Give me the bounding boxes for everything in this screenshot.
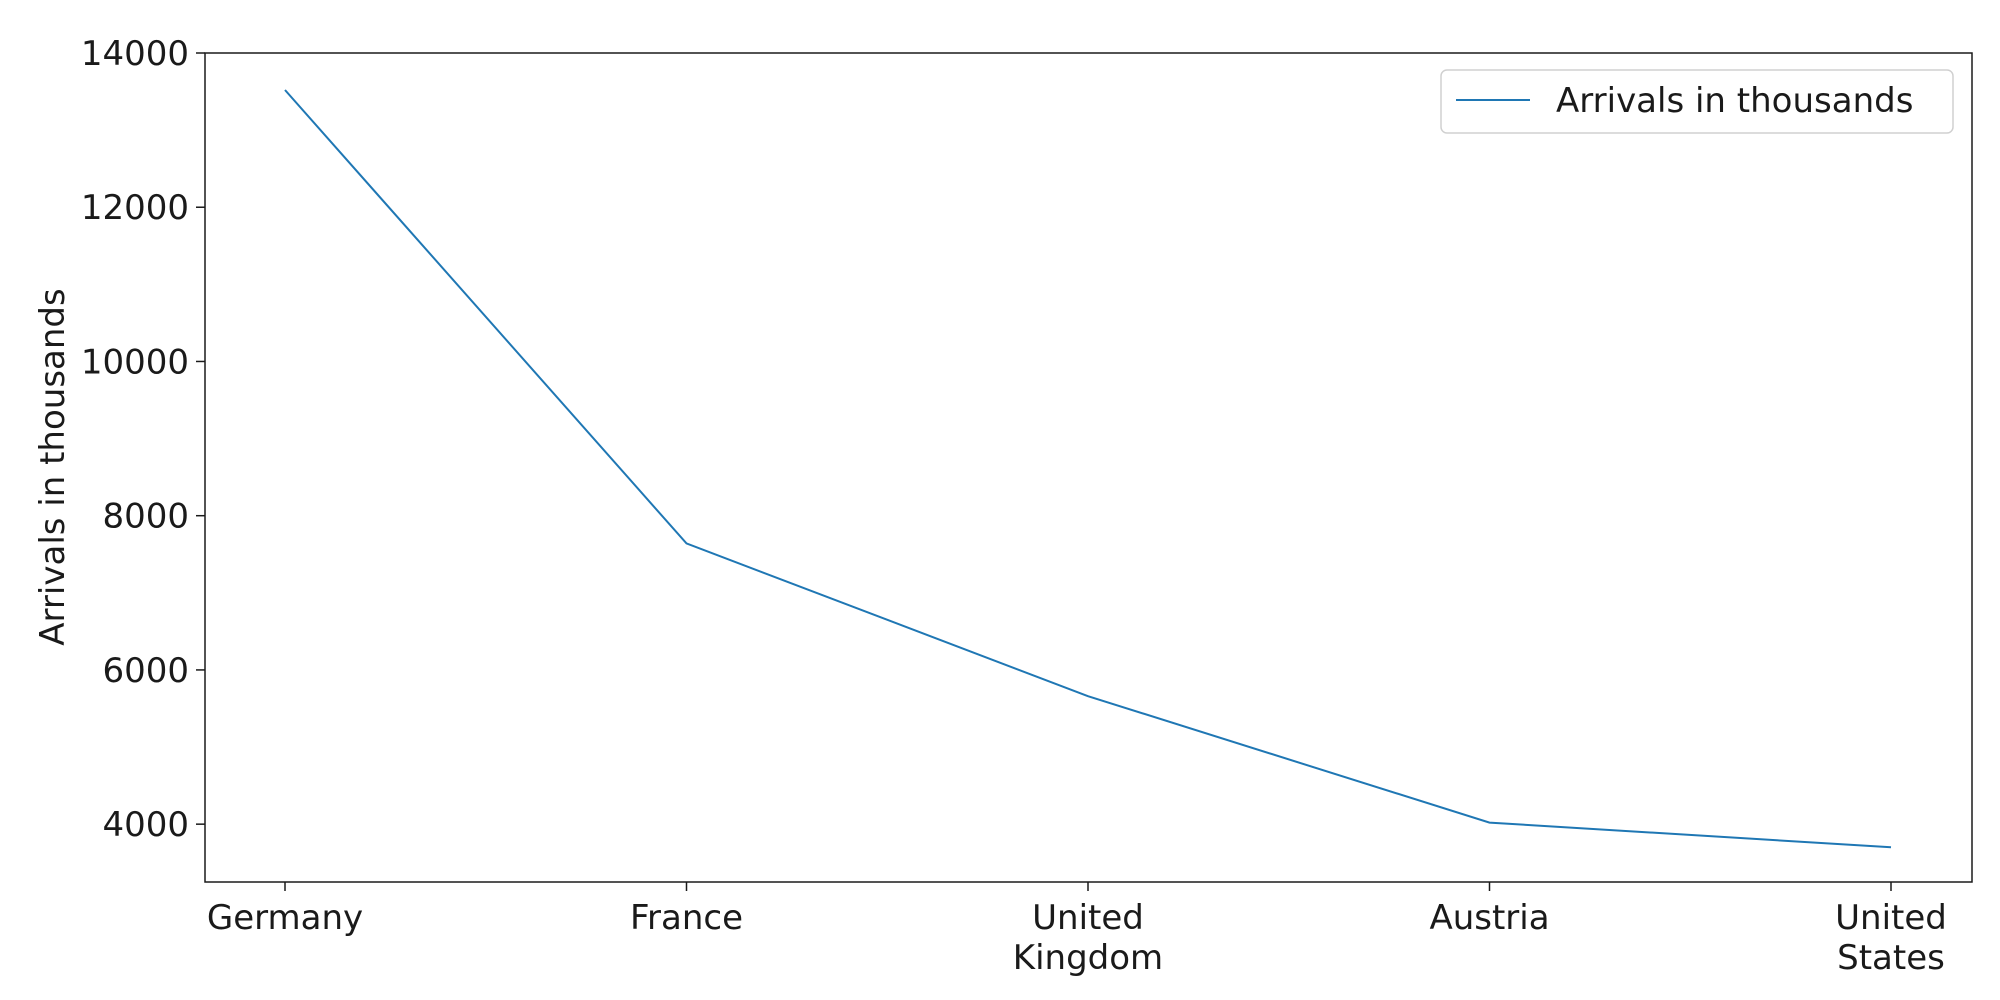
legend-box — [1440, 69, 1954, 134]
x-tick-label-line: Austria — [1429, 898, 1549, 938]
x-tick-label-line: States — [1837, 938, 1945, 978]
x-tick-label: France — [630, 898, 743, 938]
x-tick-label: Germany — [207, 898, 363, 938]
legend: Arrivals in thousands — [1440, 69, 1954, 134]
x-tick-label: United Kingdom — [1013, 898, 1163, 978]
y-tick-label: 6000 — [102, 651, 189, 691]
x-tick-label-line: Kingdom — [1013, 938, 1163, 978]
x-tick-label: Austria — [1429, 898, 1549, 938]
x-tick-label-line: United — [1032, 898, 1144, 938]
y-axis-title: Arrivals in thousands — [33, 288, 73, 645]
plot-area — [204, 52, 1973, 883]
y-tick-label: 4000 — [102, 805, 189, 845]
y-tick-label: 10000 — [81, 342, 189, 382]
series-line — [284, 89, 1892, 849]
y-axis: 4000 6000 8000 10000 12000 14000 — [81, 34, 205, 845]
series-layer — [284, 89, 1892, 849]
x-tick-label-line: France — [630, 898, 743, 938]
x-tick-label-line: United — [1835, 898, 1947, 938]
y-tick-label: 12000 — [81, 188, 189, 228]
y-tick-label: 14000 — [81, 34, 189, 74]
x-tick-label: United States — [1835, 898, 1947, 978]
legend-label: Arrivals in thousands — [1556, 81, 1913, 121]
x-tick-label-line: Germany — [207, 898, 363, 938]
y-tick-label: 8000 — [102, 497, 189, 537]
